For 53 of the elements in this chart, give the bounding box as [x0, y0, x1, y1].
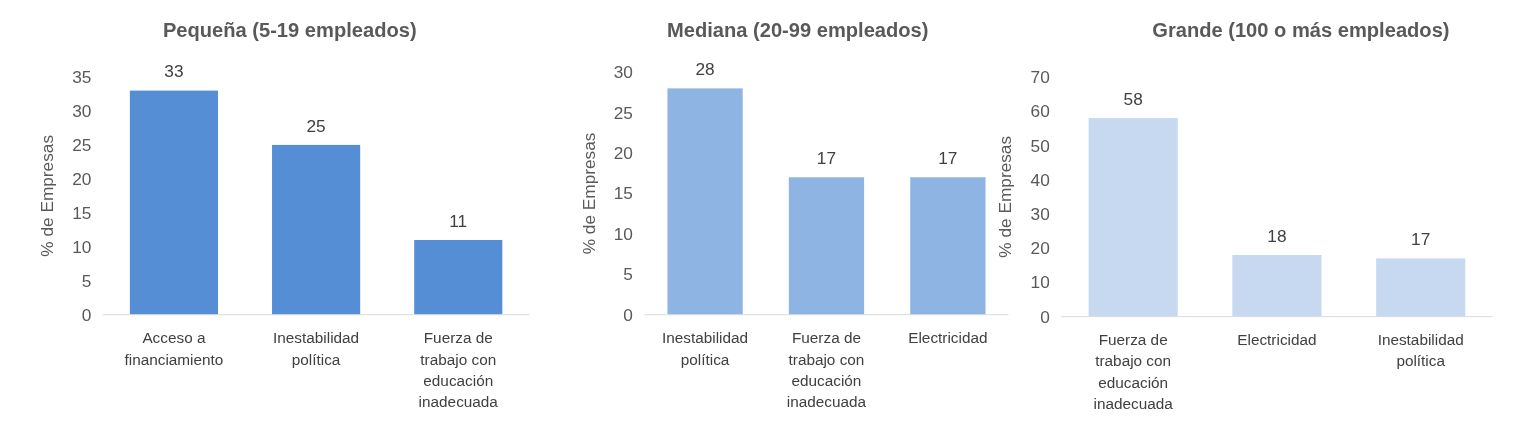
y-tick-label: 30: [613, 62, 633, 83]
y-tick-label: 15: [72, 202, 92, 223]
data-label: 17: [938, 147, 958, 168]
y-tick-label: 20: [1030, 238, 1050, 259]
y-tick-label: 20: [72, 168, 92, 189]
bar: [1376, 258, 1466, 317]
y-tick-label: 30: [72, 101, 92, 121]
chart-title: Grande (100 o más empleados): [1152, 18, 1450, 41]
y-tick-label: 0: [81, 304, 92, 325]
y-tick-label: 30: [1030, 203, 1050, 224]
bar: [1088, 118, 1178, 317]
x-tick-label: Fuerza de trabajo con educación inadecuada: [418, 329, 499, 410]
y-tick-label: 70: [1030, 67, 1050, 88]
chart-title: Mediana (20-99 empleados): [666, 18, 929, 41]
chart-title: Pequeña (5-19 empleados): [162, 18, 417, 41]
y-tick-label: 10: [613, 223, 633, 244]
bar: [414, 239, 503, 315]
y-tick-label: 60: [1030, 101, 1050, 122]
y-tick-label: 25: [72, 134, 92, 155]
x-tick-label: Fuerza de trabajo con educación inadecuada: [786, 329, 867, 410]
y-tick-label: 15: [613, 183, 633, 204]
y-tick-label: 10: [72, 236, 92, 257]
bar: [1232, 255, 1322, 317]
y-axis-title: % de Empresas: [995, 135, 1016, 258]
data-label: 11: [449, 210, 468, 231]
y-tick-label: 35: [72, 67, 92, 88]
y-tick-label: 40: [1030, 169, 1050, 190]
data-label: 25: [306, 115, 326, 136]
bar: [129, 90, 218, 315]
x-tick-label: Inestabilidad política: [662, 329, 749, 368]
x-tick-label: Electricidad: [1237, 331, 1317, 349]
y-axis-title: % de Empresas: [37, 134, 58, 257]
y-tick-label: 0: [1040, 306, 1050, 327]
data-label: 33: [164, 61, 184, 82]
y-tick-label: 20: [613, 143, 633, 164]
y-tick-label: 5: [623, 264, 633, 285]
y-axis-title: % de Empresas: [578, 132, 599, 255]
y-tick-label: 10: [1030, 272, 1050, 293]
data-label: 17: [816, 147, 837, 168]
x-tick-label: Inestabilidad política: [1377, 331, 1464, 370]
y-tick-label: 50: [1030, 135, 1050, 156]
y-tick-label: 25: [613, 102, 633, 123]
data-label: 18: [1267, 225, 1287, 246]
y-tick-label: 0: [623, 304, 633, 325]
x-tick-label: Electricidad: [908, 329, 988, 347]
data-label: 28: [695, 58, 715, 79]
x-tick-label: Inestabilidad política: [273, 329, 360, 368]
y-tick-label: 5: [81, 270, 92, 291]
bar: [272, 144, 361, 315]
data-label: 58: [1123, 88, 1143, 109]
x-tick-label: Fuerza de trabajo con educación inadecuada: [1093, 331, 1174, 412]
x-tick-label: Acceso a financiamiento: [124, 329, 224, 368]
data-label: 17: [1411, 229, 1431, 250]
